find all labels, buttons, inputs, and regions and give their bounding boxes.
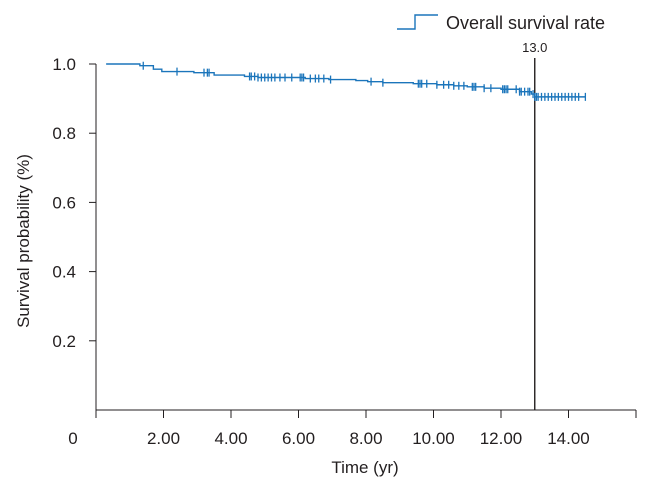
axes: 0 2.00 4.00 6.00 8.00 10.00 12.00 14.00 0.2 0.4 0.…: [52, 55, 637, 448]
y-tick-label: 0.6: [52, 193, 76, 212]
x-tick-label: 0: [68, 429, 77, 448]
x-axis-title: Time (yr): [331, 458, 398, 477]
legend-label: Overall survival rate: [446, 13, 605, 33]
plot-area: [106, 58, 587, 410]
legend: Overall survival rate: [397, 13, 605, 33]
x-tick-label: 14.00: [547, 429, 590, 448]
y-axis-title: Survival probability (%): [14, 154, 33, 328]
survival-curve: [106, 63, 586, 98]
x-tick-label: 10.00: [412, 429, 455, 448]
x-tick-label: 4.00: [214, 429, 247, 448]
x-tick-label: 12.00: [480, 429, 523, 448]
x-tick-label: 2.00: [147, 429, 180, 448]
y-tick-label: 0.2: [52, 332, 76, 351]
reference-line-label: 13.0: [522, 40, 547, 55]
y-tick-label: 0.4: [52, 263, 76, 282]
legend-swatch: [397, 14, 438, 30]
y-tick-label: 0.8: [52, 124, 76, 143]
y-tick-label: 1.0: [52, 55, 76, 74]
x-tick-label: 8.00: [349, 429, 382, 448]
x-tick-label: 6.00: [282, 429, 315, 448]
